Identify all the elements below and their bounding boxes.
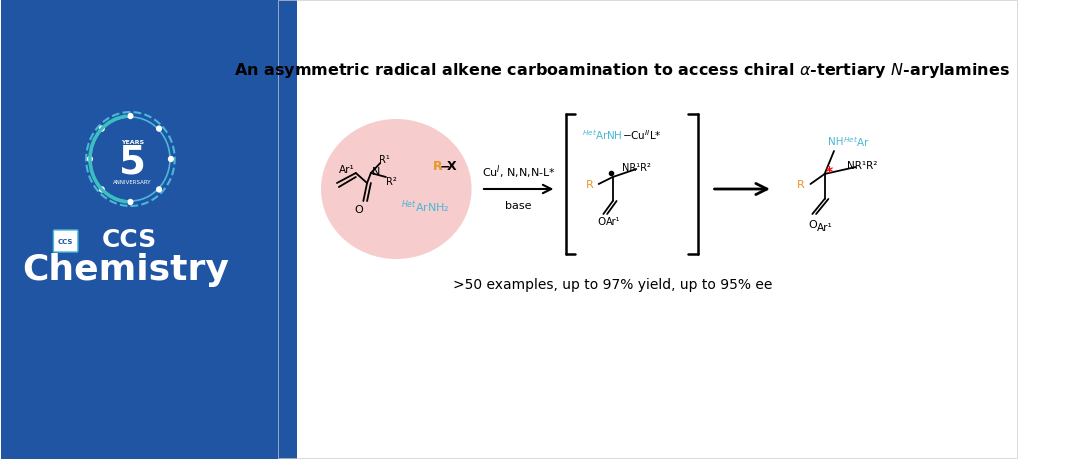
Polygon shape <box>279 0 1017 459</box>
FancyBboxPatch shape <box>53 230 78 252</box>
Text: 5: 5 <box>119 143 146 180</box>
Polygon shape <box>255 0 297 459</box>
Text: $^{Het}$Ar: $^{Het}$Ar <box>843 135 870 149</box>
Circle shape <box>129 200 133 205</box>
Circle shape <box>129 114 133 119</box>
Polygon shape <box>1 0 287 459</box>
Circle shape <box>157 127 161 132</box>
Circle shape <box>99 127 104 132</box>
Text: Ar¹: Ar¹ <box>606 217 620 226</box>
Text: R: R <box>433 160 443 173</box>
Text: NH: NH <box>828 137 843 147</box>
Polygon shape <box>241 0 293 459</box>
Circle shape <box>157 187 161 192</box>
Text: base: base <box>505 201 532 211</box>
Text: O: O <box>597 217 606 226</box>
Circle shape <box>168 157 173 162</box>
Text: R²: R² <box>387 177 397 187</box>
Text: −: − <box>440 160 450 173</box>
Text: $^{Het}$ArNH₂: $^{Het}$ArNH₂ <box>402 198 449 215</box>
Text: O: O <box>354 205 363 214</box>
Text: N: N <box>373 167 380 177</box>
Text: O: O <box>808 219 816 230</box>
Text: NR¹R²: NR¹R² <box>622 162 651 173</box>
Ellipse shape <box>321 120 472 259</box>
Text: NR¹R²: NR¹R² <box>847 161 877 171</box>
Circle shape <box>99 187 104 192</box>
Text: ANNIVERSARY: ANNIVERSARY <box>113 179 151 184</box>
Text: Ar¹: Ar¹ <box>338 165 354 174</box>
Text: R¹: R¹ <box>379 155 390 165</box>
Text: X: X <box>447 160 457 173</box>
Text: Ar¹: Ar¹ <box>816 223 833 233</box>
Text: R: R <box>585 179 593 190</box>
Text: $^{Het}$ArNH: $^{Het}$ArNH <box>581 128 622 141</box>
Text: −Cu$^{II}$L*: −Cu$^{II}$L* <box>622 128 662 141</box>
Circle shape <box>87 157 92 162</box>
Circle shape <box>91 118 170 202</box>
Text: CCS: CCS <box>58 239 73 245</box>
Text: R: R <box>797 179 805 190</box>
Text: Chemistry: Chemistry <box>22 252 229 286</box>
Text: Cu$^I$, N,N,N-L*: Cu$^I$, N,N,N-L* <box>482 163 556 180</box>
Text: CCS: CCS <box>102 228 157 252</box>
Text: *: * <box>826 165 833 179</box>
Text: An asymmetric radical alkene carboamination to access chiral $\it{\alpha}$-terti: An asymmetric radical alkene carboaminat… <box>234 61 1010 79</box>
Text: >50 examples, up to 97% yield, up to 95% ee: >50 examples, up to 97% yield, up to 95%… <box>454 277 772 291</box>
Text: YEARS: YEARS <box>121 139 144 144</box>
